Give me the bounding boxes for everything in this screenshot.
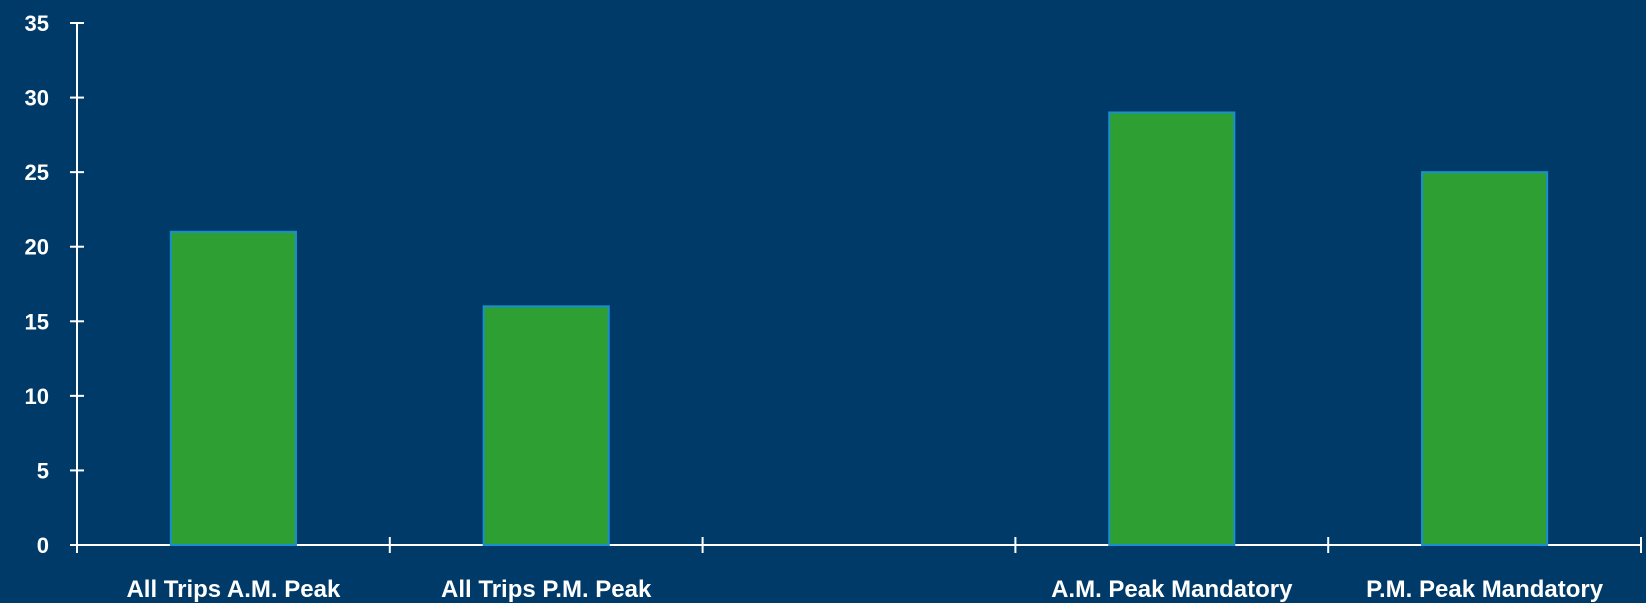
bar [1108,111,1236,546]
y-tick-label: 35 [25,11,49,36]
y-tick-label: 30 [25,86,49,111]
bar [169,230,297,547]
x-axis: All Trips A.M. Peak All Trips P.M. Peak A.… [76,537,1642,603]
y-tick-label: 20 [25,235,49,260]
x-category-label: A.M. Peak Mandatory [1051,576,1293,603]
x-category-label: All Trips P.M. Peak [441,576,652,603]
bar [482,305,610,546]
bar [1421,171,1549,546]
y-tick-label: 15 [25,309,49,334]
y-axis: 0 5 10 15 20 25 30 35 [25,11,84,558]
y-tick-label: 5 [37,458,49,483]
y-tick-label: 10 [25,384,49,409]
y-tick-label: 25 [25,160,49,185]
x-category-label: P.M. Peak Mandatory [1366,576,1604,603]
x-category-label: All Trips A.M. Peak [126,576,340,603]
y-tick-label: 0 [37,533,49,558]
bars [169,111,1549,547]
